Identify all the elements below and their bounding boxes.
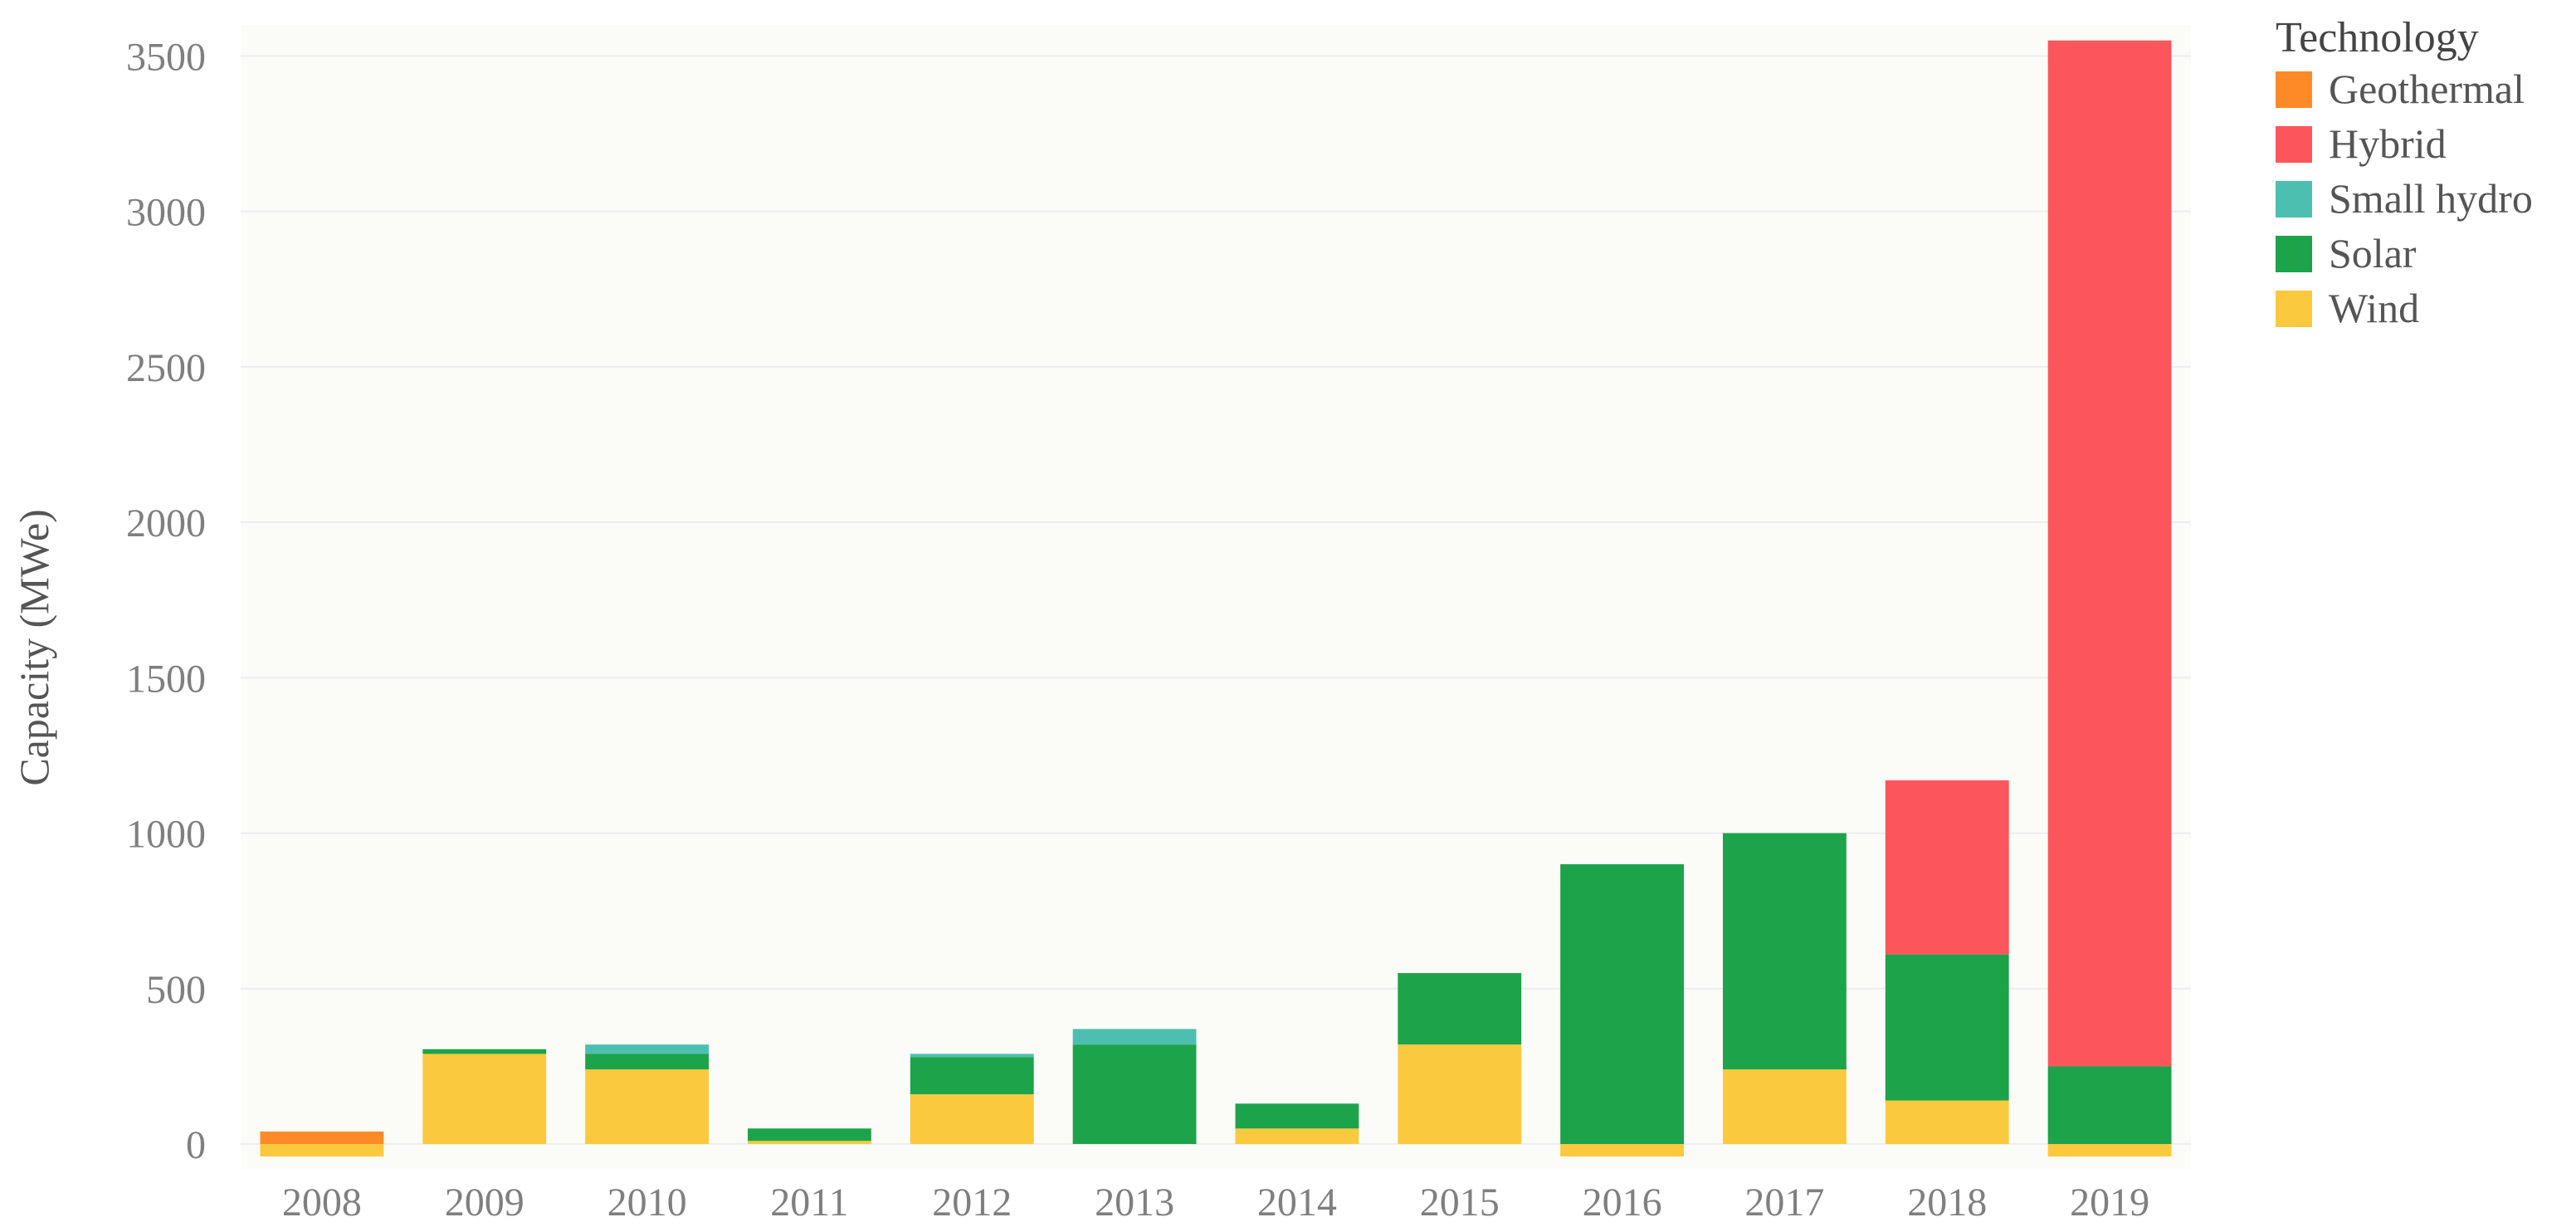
bar-wind-2011 xyxy=(748,1141,871,1145)
y-tick-label: 2000 xyxy=(126,501,206,545)
legend: Technology Geothermal Hybrid Small hydro So… xyxy=(2276,14,2533,331)
bar-small-hydro-2013 xyxy=(1072,1029,1197,1045)
bar-solar-2011 xyxy=(748,1128,871,1141)
bar-solar-2015 xyxy=(1398,973,1522,1045)
bar-wind-2014 xyxy=(1235,1128,1359,1145)
x-tick-label: 2019 xyxy=(2070,1181,2149,1225)
y-tick-label: 1000 xyxy=(126,813,206,857)
plot-background xyxy=(241,25,2191,1169)
bar-wind-2016 xyxy=(1560,1144,1684,1157)
legend-swatch-wind xyxy=(2276,291,2312,327)
bar-wind-2017 xyxy=(1723,1069,1847,1145)
x-tick-label: 2018 xyxy=(1907,1181,1987,1225)
legend-items: Geothermal Hybrid Small hydro Solar Wind xyxy=(2276,66,2533,331)
x-tick-label: 2016 xyxy=(1583,1181,1662,1225)
bar-wind-2012 xyxy=(910,1094,1034,1145)
gridlines xyxy=(241,55,2191,1146)
bar-solar-2017 xyxy=(1723,833,1847,1070)
bar-solar-2018 xyxy=(1885,954,2009,1101)
x-tick-label: 2009 xyxy=(445,1181,524,1225)
y-tick-label: 500 xyxy=(146,968,206,1012)
legend-label: Geothermal xyxy=(2329,66,2525,112)
x-tick-label: 2010 xyxy=(607,1181,687,1225)
x-tick-label: 2014 xyxy=(1257,1181,1337,1225)
bar-wind-2008 xyxy=(260,1144,384,1157)
x-axis-ticks: 2008 2009 2010 2011 2012 2013 2014 2015 2016 2017… xyxy=(282,1181,2149,1225)
x-tick-label: 2012 xyxy=(932,1181,1012,1225)
legend-label: Solar xyxy=(2329,230,2417,276)
bar-small-hydro-2012 xyxy=(910,1053,1034,1058)
bar-solar-2016 xyxy=(1560,864,1684,1145)
bar-wind-2019 xyxy=(2047,1144,2172,1157)
bar-geothermal-2008 xyxy=(260,1132,384,1145)
y-axis-title: Capacity (MWe) xyxy=(11,509,57,785)
bar-wind-2018 xyxy=(1885,1100,2009,1145)
bar-solar-2009 xyxy=(422,1049,547,1054)
bar-wind-2009 xyxy=(422,1053,547,1145)
legend-title: Technology xyxy=(2276,14,2479,61)
y-tick-label: 2500 xyxy=(126,346,206,390)
bar-small-hydro-2010 xyxy=(585,1044,709,1054)
bar-solar-2019 xyxy=(2047,1066,2172,1145)
legend-label: Hybrid xyxy=(2329,120,2447,167)
legend-swatch-small-hydro xyxy=(2276,181,2312,218)
y-axis-ticks: 0 500 1000 1500 2000 2500 3000 3500 xyxy=(126,35,206,1167)
legend-swatch-hybrid xyxy=(2276,126,2312,163)
legend-swatch-solar xyxy=(2276,236,2312,272)
bar-hybrid-2019 xyxy=(2047,40,2172,1067)
bar-wind-2015 xyxy=(1398,1044,1522,1145)
bars xyxy=(260,40,2172,1157)
y-tick-label: 0 xyxy=(186,1123,206,1167)
bar-wind-2010 xyxy=(585,1069,709,1145)
x-tick-label: 2015 xyxy=(1420,1181,1500,1225)
x-tick-label: 2011 xyxy=(770,1181,848,1225)
x-tick-label: 2008 xyxy=(282,1181,362,1225)
y-tick-label: 3500 xyxy=(126,35,206,79)
y-tick-label: 3000 xyxy=(126,191,206,235)
bar-solar-2012 xyxy=(910,1057,1034,1095)
legend-swatch-geothermal xyxy=(2276,71,2312,108)
x-tick-label: 2017 xyxy=(1744,1181,1824,1225)
bar-solar-2014 xyxy=(1235,1103,1359,1129)
bar-hybrid-2018 xyxy=(1885,780,2009,955)
bar-solar-2013 xyxy=(1072,1044,1197,1145)
legend-label: Small hydro xyxy=(2329,175,2533,222)
bar-solar-2010 xyxy=(585,1053,709,1070)
y-tick-label: 1500 xyxy=(126,657,206,701)
legend-label: Wind xyxy=(2329,285,2419,331)
x-tick-label: 2013 xyxy=(1095,1181,1174,1225)
